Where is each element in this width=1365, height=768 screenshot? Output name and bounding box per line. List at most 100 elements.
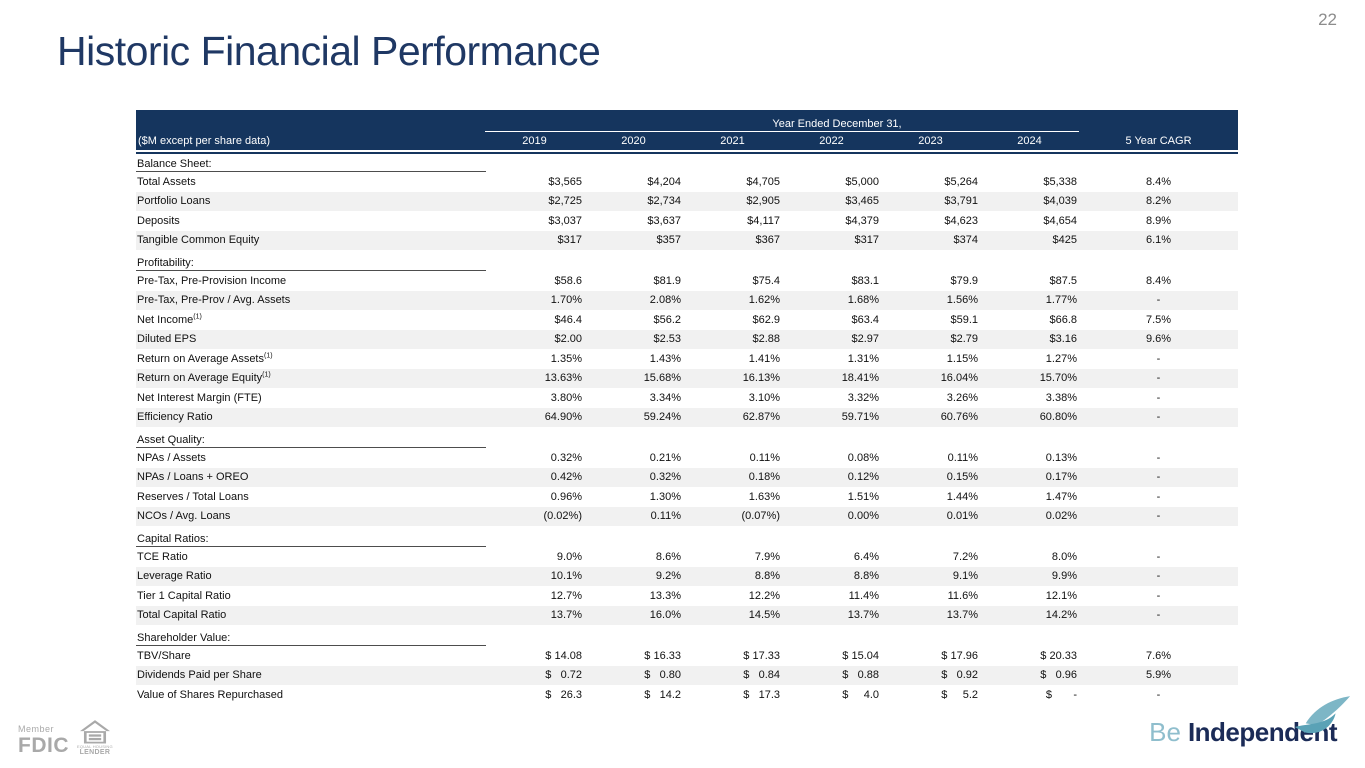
value-cell: 59.24% [643,411,681,424]
value-cell: $ 17.33 [743,649,780,662]
value-cell: $ 0.96 [1040,669,1077,682]
section-label: Shareholder Value: [136,632,486,646]
value-cell: $58.6 [554,274,582,287]
value-cell: 1.15% [946,352,978,365]
financial-table: Year Ended December 31, ($M except per s… [136,110,1238,705]
page-number: 22 [1318,10,1337,29]
table-row: NPAs / Loans + OREO 0.42% 0.32% 0.18% 0.12% 0… [136,467,1238,487]
value-cell: 16.04% [940,372,978,385]
value-cell: $3,465 [845,195,879,208]
value-cell: $81.9 [653,274,681,287]
value-cell: 9.2% [655,570,681,583]
value-cell: $317 [854,234,879,247]
value-cell: $ 17.96 [941,649,978,662]
value-cell: $59.1 [950,313,978,326]
row-label: Value of Shares Repurchased [137,688,283,701]
cagr-cell: - [1156,294,1161,307]
cagr-cell: - [1156,352,1161,365]
cagr-cell: 8.9% [1145,214,1172,227]
value-cell: 1.70% [550,294,582,307]
value-cell: 1.56% [946,294,978,307]
value-cell: 8.0% [1051,550,1077,563]
equal-housing-lender-logo: EQUAL HOUSING LENDER [77,720,113,756]
bird-icon [1294,696,1351,734]
value-cell: $3,565 [548,175,582,188]
table-row: NCOs / Avg. Loans (0.02%) 0.11% (0.07%) 0.00… [136,506,1238,526]
section-header: Asset Quality: [136,432,1238,448]
value-cell: 8.8% [754,570,780,583]
year-header: 2020 [621,135,646,147]
value-cell: $62.9 [752,313,780,326]
row-label: Tangible Common Equity [137,234,260,247]
value-cell: $ 0.88 [842,669,879,682]
row-label: Net Income(1) [137,313,202,326]
cagr-cell: 7.5% [1145,313,1172,326]
cagr-cell: - [1156,550,1161,563]
value-cell: 9.9% [1051,570,1077,583]
value-cell: 12.2% [748,589,780,602]
value-cell: 13.3% [649,589,681,602]
section-header: Shareholder Value: [136,630,1238,646]
footer-logos: Member FDIC EQUAL HOUSING LENDER [18,720,113,756]
value-cell: 0.08% [847,451,879,464]
value-cell: 0.12% [847,471,879,484]
tagline-be: Be [1149,717,1181,747]
row-label: Diluted EPS [137,333,197,346]
value-cell: 3.32% [847,391,879,404]
value-cell: 1.41% [748,352,780,365]
table-row: Value of Shares Repurchased $ 26.3 $ 14.2 $… [136,685,1238,705]
value-cell: 1.51% [847,490,879,503]
cagr-cell: 6.1% [1145,234,1172,247]
value-cell: 0.00% [847,510,879,523]
value-cell: 14.2% [1045,609,1077,622]
value-cell: $79.9 [950,274,978,287]
table-header: Year Ended December 31, ($M except per s… [136,110,1238,150]
value-cell: 7.9% [754,550,780,563]
value-cell: $75.4 [752,274,780,287]
value-cell: $4,654 [1043,214,1077,227]
value-cell: 3.80% [550,391,582,404]
value-cell: 13.7% [550,609,582,622]
year-header: 2022 [819,135,844,147]
value-cell: $357 [656,234,681,247]
section-header: Capital Ratios: [136,531,1238,547]
page-title: Historic Financial Performance [57,28,601,74]
lender-label: LENDER [79,749,111,756]
table-row: Total Assets $3,565 $4,204 $4,705 $5,000 $5,2… [136,172,1238,192]
year-group-header: Year Ended December 31, [485,110,1079,132]
value-cell: $ 17.3 [743,688,780,701]
row-label: TCE Ratio [137,550,188,563]
row-label: Tier 1 Capital Ratio [137,589,231,602]
equal-housing-house-icon [79,720,110,744]
value-cell: $46.4 [554,313,582,326]
value-cell: 3.38% [1045,391,1077,404]
cagr-cell: 7.6% [1145,649,1172,662]
value-cell: $ 14.2 [644,688,681,701]
table-row: Leverage Ratio 10.1% 9.2% 8.8% 8.8% 9.1% 9.9% - [136,566,1238,586]
cagr-cell: 5.9% [1145,669,1172,682]
value-cell: $3,037 [548,214,582,227]
value-cell: $4,705 [746,175,780,188]
value-cell: 12.1% [1045,589,1077,602]
value-cell: 0.32% [649,471,681,484]
value-cell: 0.21% [649,451,681,464]
value-cell: 11.4% [848,589,879,602]
row-label: Pre-Tax, Pre-Prov / Avg. Assets [137,294,291,307]
value-cell: 0.15% [946,471,978,484]
row-label: Net Interest Margin (FTE) [137,391,262,404]
row-label: Reserves / Total Loans [137,490,249,503]
table-row: Net Income(1) $46.4 $56.2 $62.9 $63.4 $59.1 $6… [136,310,1238,330]
table-row: Net Interest Margin (FTE) 3.80% 3.34% 3.10%… [136,388,1238,408]
value-cell: 62.87% [742,411,780,424]
value-cell: 9.1% [952,570,978,583]
footnote-marker: (1) [264,352,273,360]
table-row: Portfolio Loans $2,725 $2,734 $2,905 $3,465 $… [136,191,1238,211]
table-header-columns-row: ($M except per share data) 2019 2020 2021 2… [136,130,1238,150]
row-label: Deposits [137,214,180,227]
value-cell: $2,905 [746,195,780,208]
value-cell: 0.13% [1045,451,1077,464]
value-cell: 60.76% [940,411,978,424]
value-cell: $3.16 [1049,333,1077,346]
table-row: Pre-Tax, Pre-Provision Income $58.6 $81.9 $… [136,271,1238,291]
value-cell: 15.70% [1039,372,1077,385]
